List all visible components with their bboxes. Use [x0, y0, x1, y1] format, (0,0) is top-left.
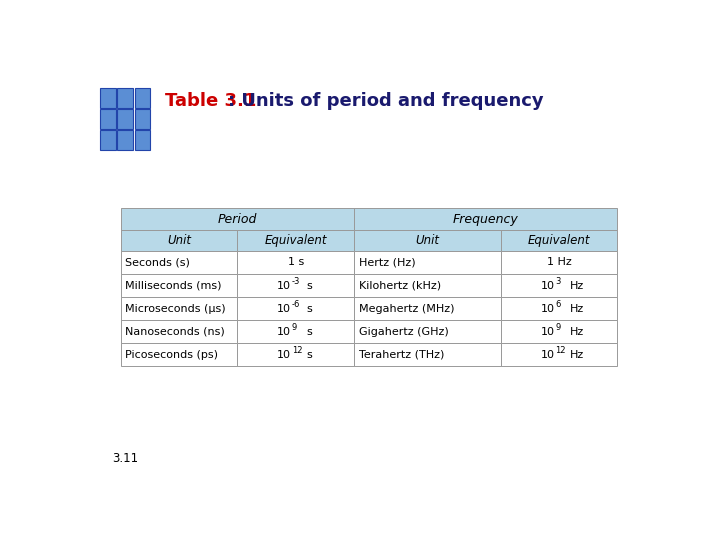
Bar — [117, 87, 133, 107]
Text: 3: 3 — [555, 277, 560, 286]
Bar — [121, 320, 238, 343]
Text: Hertz (Hz): Hertz (Hz) — [359, 258, 415, 267]
Bar — [121, 343, 238, 366]
Bar — [238, 320, 354, 343]
Text: 10: 10 — [277, 350, 292, 360]
Text: 10: 10 — [541, 327, 554, 336]
Bar — [500, 274, 617, 297]
Text: Unit: Unit — [415, 234, 439, 247]
Bar — [354, 231, 500, 251]
Text: -6: -6 — [292, 300, 300, 309]
Text: 10: 10 — [541, 303, 554, 314]
Text: Terahertz (THz): Terahertz (THz) — [359, 350, 444, 360]
Bar — [354, 297, 500, 320]
Text: 10: 10 — [277, 327, 292, 336]
Text: Hz: Hz — [570, 350, 585, 360]
Text: Milliseconds (ms): Milliseconds (ms) — [125, 280, 222, 291]
Bar — [238, 231, 354, 251]
Bar — [121, 251, 238, 274]
Text: s: s — [307, 350, 312, 360]
Text: Equivalent: Equivalent — [528, 234, 590, 247]
Text: s: s — [307, 280, 312, 291]
Bar — [135, 109, 150, 129]
Bar — [121, 231, 238, 251]
Bar — [500, 251, 617, 274]
Bar — [121, 208, 354, 231]
Text: Megahertz (MHz): Megahertz (MHz) — [359, 303, 454, 314]
Bar — [100, 130, 116, 150]
Bar — [117, 109, 133, 129]
Text: 10: 10 — [541, 280, 554, 291]
Text: Hz: Hz — [570, 303, 585, 314]
Text: 10: 10 — [541, 350, 554, 360]
Text: 10: 10 — [277, 280, 292, 291]
Text: -3: -3 — [292, 277, 300, 286]
Bar — [354, 343, 500, 366]
Bar — [500, 297, 617, 320]
Bar — [121, 274, 238, 297]
Bar — [117, 130, 133, 150]
Bar — [354, 208, 617, 231]
Bar — [135, 87, 150, 107]
Text: 10: 10 — [277, 303, 292, 314]
Text: s: s — [307, 327, 312, 336]
Text: 12: 12 — [555, 347, 565, 355]
Text: Frequency: Frequency — [453, 213, 518, 226]
Text: Picoseconds (ps): Picoseconds (ps) — [125, 350, 218, 360]
Bar — [121, 297, 238, 320]
Bar — [354, 251, 500, 274]
Text: 12: 12 — [292, 347, 302, 355]
Text: Kilohertz (kHz): Kilohertz (kHz) — [359, 280, 441, 291]
Bar — [135, 130, 150, 150]
Text: Hz: Hz — [570, 280, 585, 291]
Bar — [500, 231, 617, 251]
Bar — [238, 343, 354, 366]
Bar — [238, 251, 354, 274]
Text: Gigahertz (GHz): Gigahertz (GHz) — [359, 327, 449, 336]
Text: : Units of period and frequency: : Units of period and frequency — [228, 92, 544, 110]
Bar — [500, 320, 617, 343]
Bar — [238, 274, 354, 297]
Bar — [500, 343, 617, 366]
Text: Table 3.1: Table 3.1 — [166, 92, 257, 110]
Bar — [100, 109, 116, 129]
Text: Seconds (s): Seconds (s) — [125, 258, 190, 267]
Text: 9: 9 — [292, 323, 297, 333]
Bar — [354, 320, 500, 343]
Text: Period: Period — [217, 213, 257, 226]
Bar — [354, 274, 500, 297]
Bar — [100, 87, 116, 107]
Text: Equivalent: Equivalent — [264, 234, 327, 247]
Text: s: s — [307, 303, 312, 314]
Text: 1 s: 1 s — [287, 258, 304, 267]
Text: Hz: Hz — [570, 327, 585, 336]
Text: 9: 9 — [555, 323, 560, 333]
Text: 1 Hz: 1 Hz — [546, 258, 572, 267]
Text: Unit: Unit — [167, 234, 191, 247]
Text: Microseconds (μs): Microseconds (μs) — [125, 303, 226, 314]
Bar — [238, 297, 354, 320]
Text: 6: 6 — [555, 300, 560, 309]
Text: Nanoseconds (ns): Nanoseconds (ns) — [125, 327, 225, 336]
Text: 3.11: 3.11 — [112, 452, 138, 465]
